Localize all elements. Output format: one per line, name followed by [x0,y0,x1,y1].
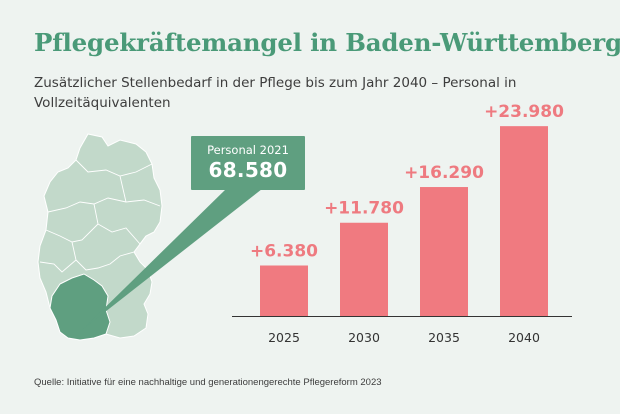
value-label-2025: +6.380 [250,241,318,261]
value-label-2030: +11.780 [324,199,404,219]
bw-state-highlight [49,273,111,341]
page-title: Pflegekräftemangel in Baden-Württemberg [34,28,620,57]
bar-2030 [340,222,388,316]
source-note: Quelle: Initiative für eine nachhaltige … [34,377,382,388]
bar-2025 [260,265,308,316]
personal-2021-callout: Personal 2021 68.580 [191,136,305,190]
bar-2040 [500,126,548,317]
callout-label: Personal 2021 [207,143,289,157]
state-borders [39,159,161,273]
value-label-2035: +16.290 [404,163,484,183]
x-tick-label-2040: 2040 [508,330,540,345]
value-label-2040: +23.980 [484,102,564,122]
subtitle: Zusätzlicher Stellenbedarf in der Pflege… [34,75,517,111]
x-tick-label-2035: 2035 [428,330,460,345]
callout-value: 68.580 [208,158,288,182]
x-tick-label-2030: 2030 [348,330,380,345]
x-tick-label-2025: 2025 [268,330,300,345]
bar-2035 [420,187,468,316]
